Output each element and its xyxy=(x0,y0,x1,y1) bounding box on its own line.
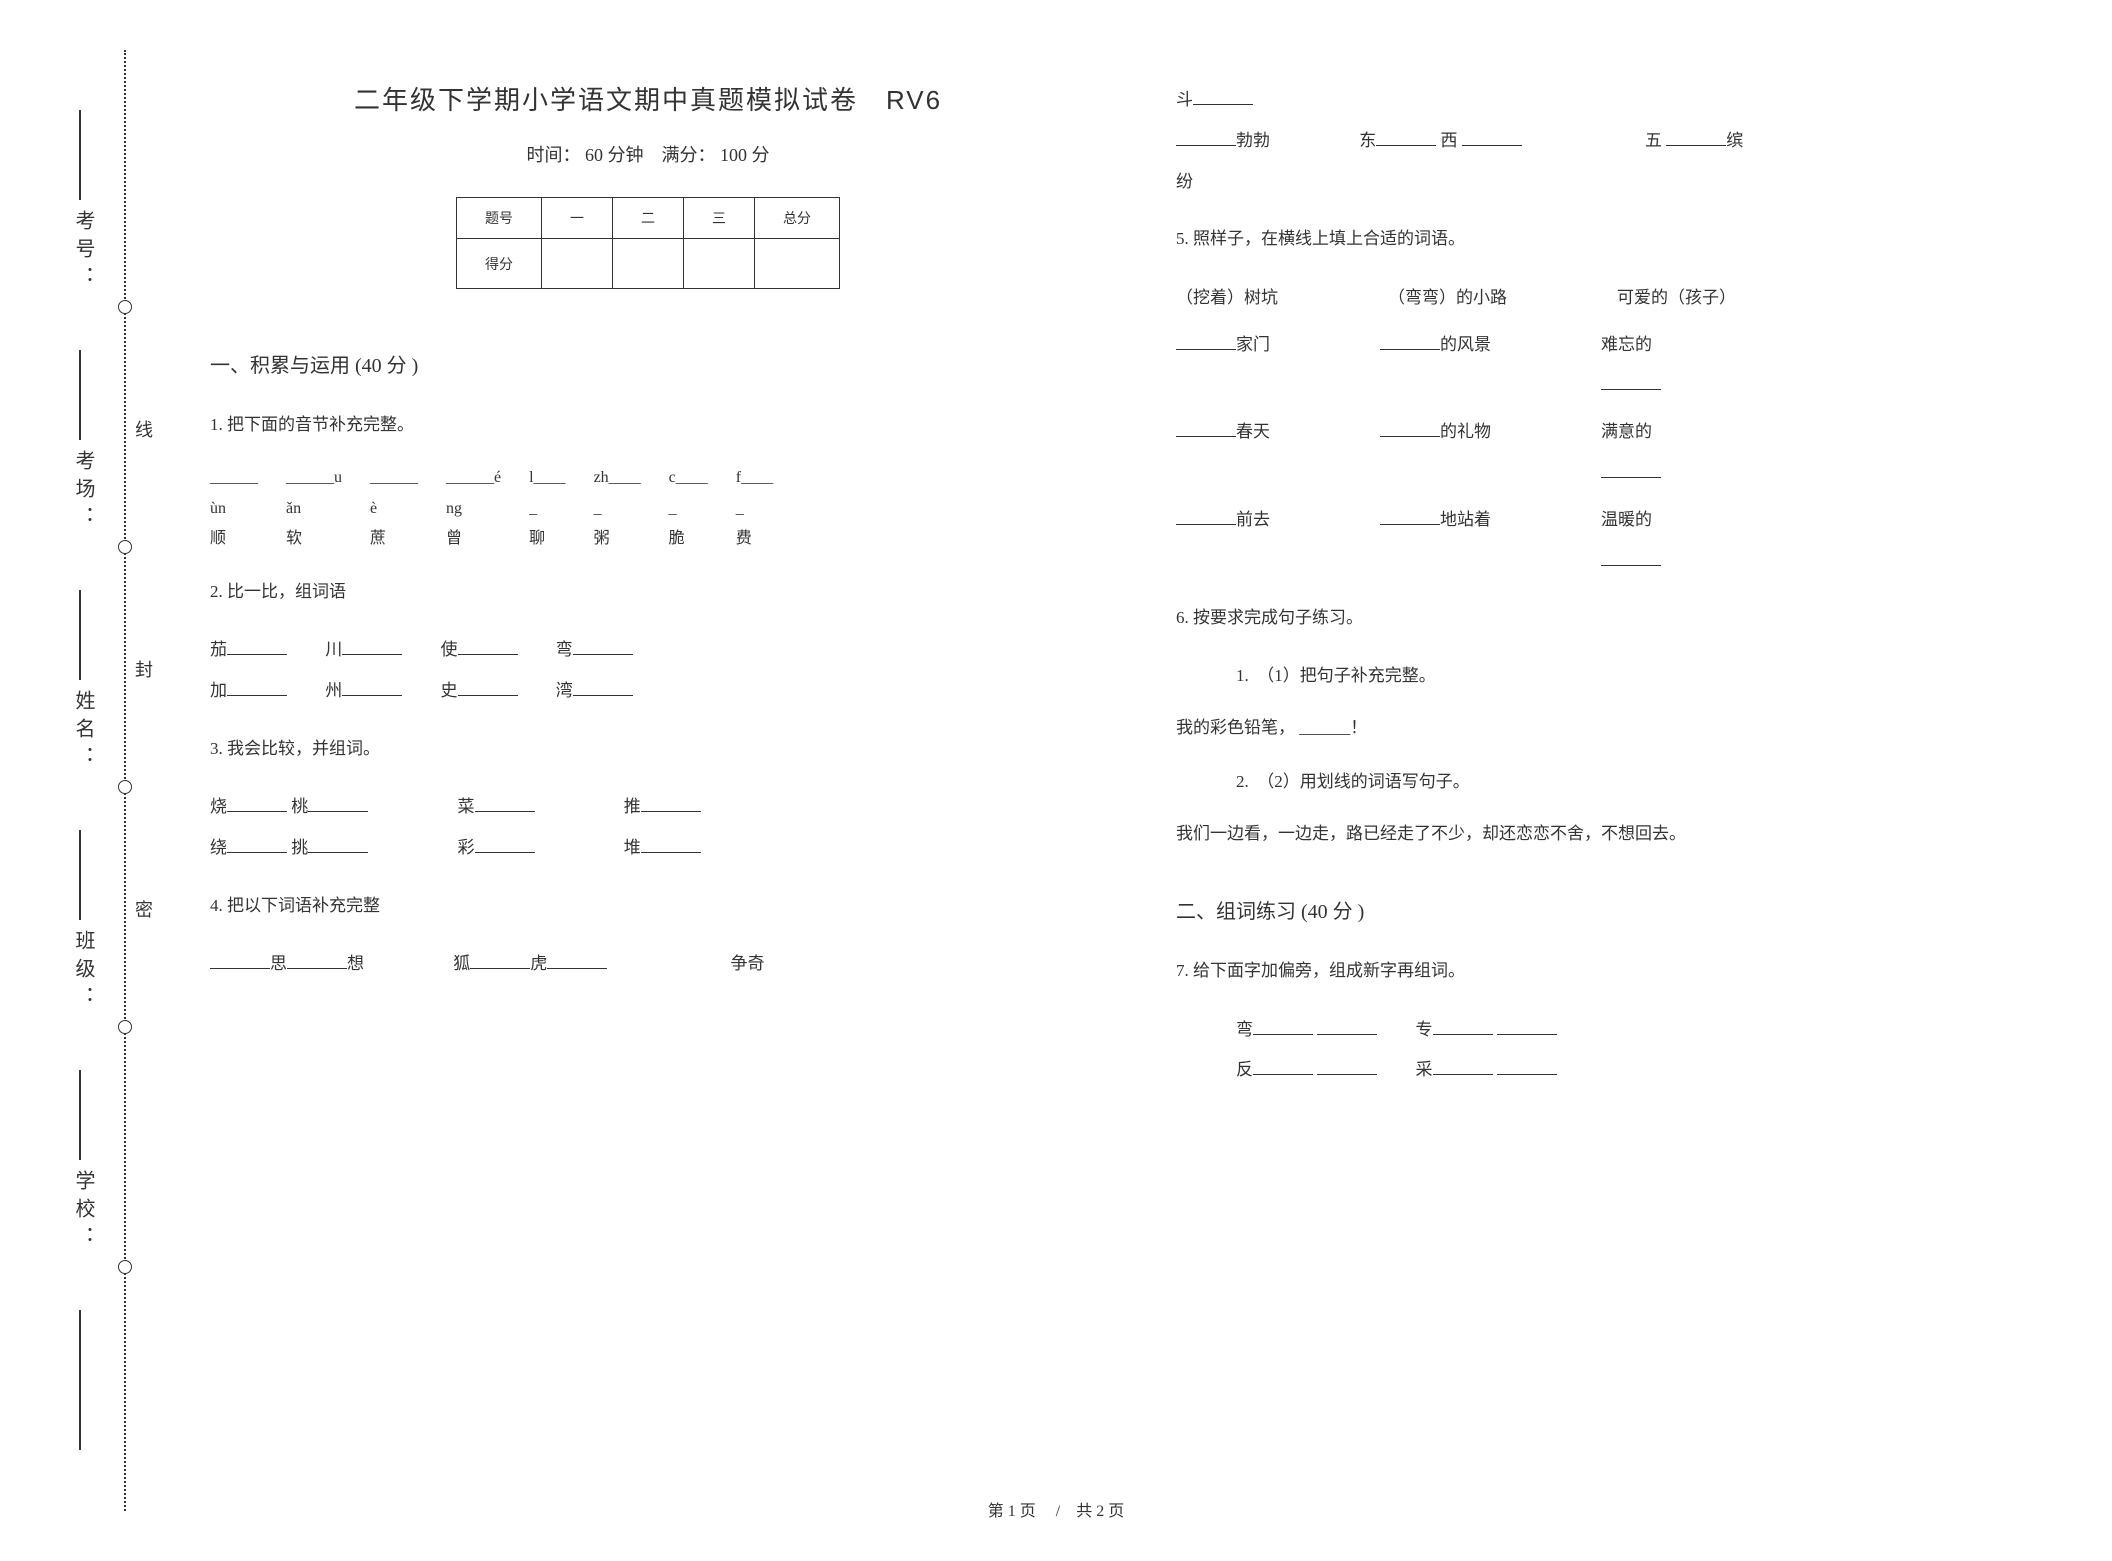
q4-line1: 思想 狐虎 争奇 xyxy=(210,944,1086,985)
q5-row: 家门 的风景 难忘的 xyxy=(1176,325,2052,407)
q3-grid: 烧 桃 菜 推 绕 挑 彩 堆 xyxy=(210,787,1086,869)
pinyin-col: zh_____粥 xyxy=(594,463,641,554)
q5-examples: （挖着）树坑 （弯弯）的小路 可爱的（孩子） xyxy=(1176,278,2052,319)
field-class: 班级： xyxy=(69,930,98,1014)
pinyin-col: l_____聊 xyxy=(529,463,565,554)
q3-stem: 3. 我会比较，并组词。 xyxy=(210,730,1086,767)
score-table: 题号 一 二 三 总分 得分 xyxy=(456,197,840,289)
pinyin-col: ______uǎn软 xyxy=(286,463,342,554)
right-column: 斗 勃勃 东 西 五 缤 纷 5. 照样子，在横线上填上合适的词语。 （挖着）树… xyxy=(1176,80,2052,1091)
field-exam-room: 考场： xyxy=(69,450,98,534)
q5-stem: 5. 照样子，在横线上填上合适的词语。 xyxy=(1176,220,2052,257)
exam-subtitle: 时间： 60 分钟 满分： 100 分 xyxy=(210,141,1086,167)
td-score-label: 得分 xyxy=(457,239,542,289)
student-info-margin: 考号： 考场： 姓名： 班级： 学校： xyxy=(55,50,105,1511)
field-name: 姓名： xyxy=(69,690,98,774)
pinyin-col: ______éng曾 xyxy=(446,463,501,554)
q2-grid: 茄 川 使 弯 加 州 史 湾 xyxy=(210,630,1086,712)
th-1: 一 xyxy=(542,198,613,239)
q1-stem: 1. 把下面的音节补充完整。 xyxy=(210,406,1086,443)
th-2: 二 xyxy=(613,198,684,239)
seal-feng: 封 xyxy=(130,660,156,678)
q6-sub1-text: 我的彩色铅笔， ______！ xyxy=(1176,708,2052,749)
q6-stem: 6. 按要求完成句子练习。 xyxy=(1176,599,2052,636)
seal-mi: 密 xyxy=(130,900,156,918)
section-1-head: 一、积累与运用 (40 分 ) xyxy=(210,349,1086,378)
th-3: 三 xyxy=(684,198,755,239)
q6-sub2-text: 我们一边看，一边走，路已经走了不少，却还恋恋不舍，不想回去。 xyxy=(1176,814,2052,855)
q7-rows: 弯 专 反 采 xyxy=(1236,1010,2052,1092)
q4-stem: 4. 把以下词语补充完整 xyxy=(210,887,1086,924)
q5-row: 春天 的礼物 满意的 xyxy=(1176,412,2052,494)
seal-line: 线 xyxy=(130,420,156,438)
pinyin-col: ______ùn顺 xyxy=(210,463,258,554)
q2-stem: 2. 比一比，组词语 xyxy=(210,573,1086,610)
pinyin-col: f_____费 xyxy=(736,463,773,554)
exam-body: 二年级下学期小学语文期中真题模拟试卷 RV6 时间： 60 分钟 满分： 100… xyxy=(210,80,2052,1091)
q6-sub2: 2. （2）用划线的词语写句子。 xyxy=(1236,763,2052,800)
th-total: 总分 xyxy=(755,198,840,239)
pinyin-col: ______è蔗 xyxy=(370,463,418,554)
seal-margin: 线 封 密 xyxy=(130,50,160,1450)
page-footer: 第 1 页 / 共 2 页 xyxy=(0,1497,2112,1521)
field-exam-id: 考号： xyxy=(69,210,98,294)
pinyin-col: c_____脆 xyxy=(669,463,708,554)
q6-sub1: 1. （1）把句子补充完整。 xyxy=(1236,657,2052,694)
q1-pinyin: ______ùn顺 ______uǎn软 ______è蔗 ______éng曾… xyxy=(210,463,1086,554)
section-2-head: 二、组词练习 (40 分 ) xyxy=(1176,895,2052,924)
th-index: 题号 xyxy=(457,198,542,239)
q5-row: 前去 地站着 温暖的 xyxy=(1176,500,2052,582)
exam-title: 二年级下学期小学语文期中真题模拟试卷 RV6 xyxy=(210,80,1086,117)
table-row: 得分 xyxy=(457,239,840,289)
left-column: 二年级下学期小学语文期中真题模拟试卷 RV6 时间： 60 分钟 满分： 100… xyxy=(210,80,1086,1091)
q7-stem: 7. 给下面字加偏旁，组成新字再组词。 xyxy=(1176,952,2052,989)
table-row: 题号 一 二 三 总分 xyxy=(457,198,840,239)
q4-line2: 斗 勃勃 东 西 五 缤 纷 xyxy=(1176,80,2052,202)
field-school: 学校： xyxy=(69,1170,98,1254)
